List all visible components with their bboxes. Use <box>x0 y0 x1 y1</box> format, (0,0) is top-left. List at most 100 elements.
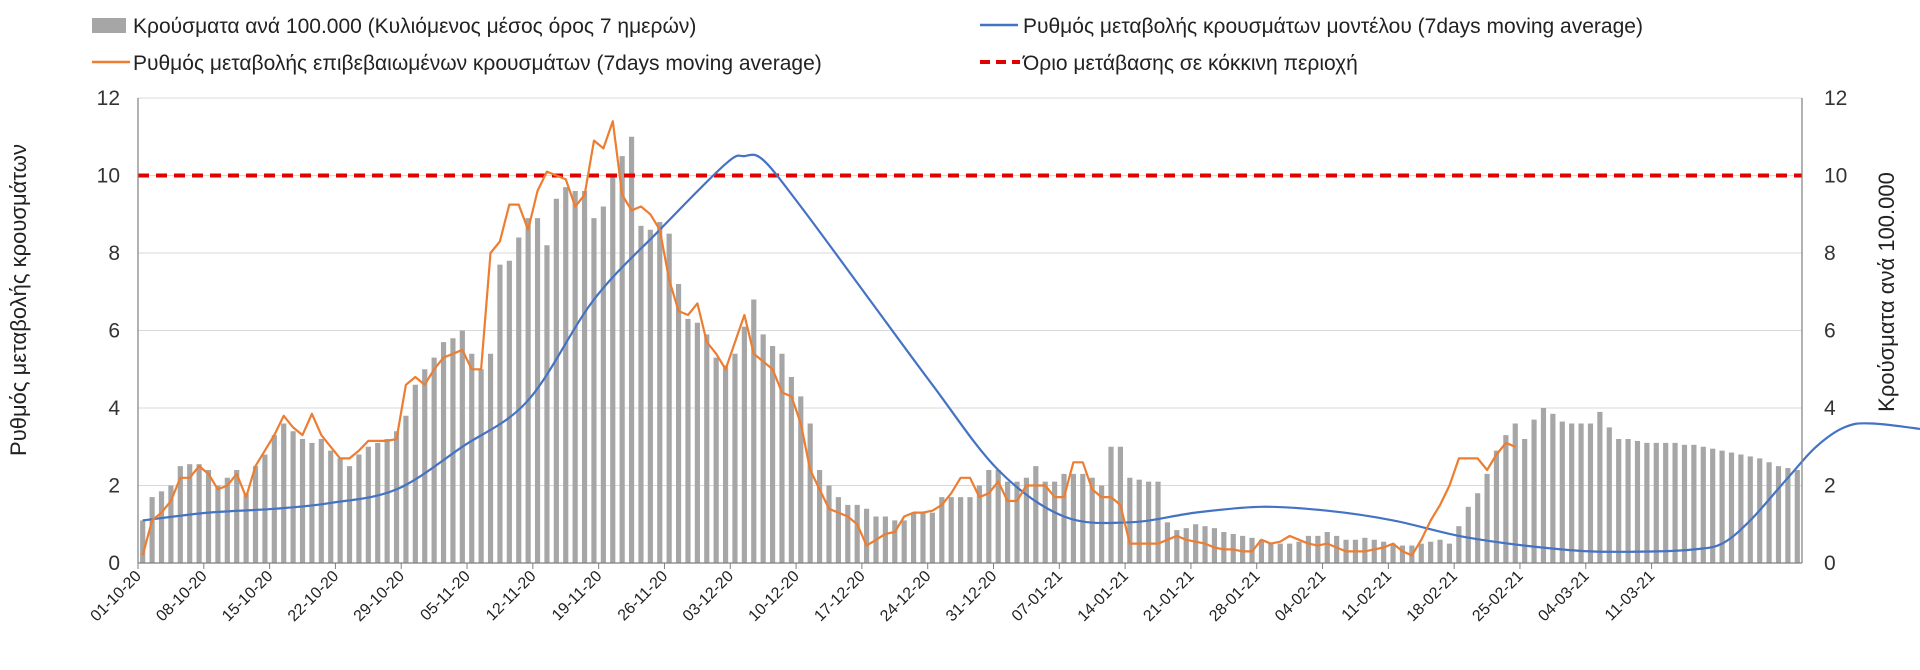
x-tick-label: 01-10-20 <box>88 568 145 625</box>
bar <box>826 485 832 563</box>
y-tick-label-right: 8 <box>1824 242 1836 265</box>
bar <box>751 299 757 563</box>
bar <box>1616 439 1622 563</box>
bar <box>920 512 926 563</box>
x-tick-label: 14-01-21 <box>1075 568 1132 625</box>
bar <box>1146 481 1152 563</box>
bar <box>516 237 522 563</box>
bar <box>1371 539 1377 563</box>
bar <box>1681 444 1688 563</box>
bar <box>1625 439 1631 563</box>
bar <box>440 342 447 563</box>
bar <box>1258 539 1265 563</box>
bar <box>675 284 682 563</box>
bar <box>713 357 719 563</box>
bar <box>854 504 860 563</box>
bar <box>1653 442 1659 563</box>
bar <box>1587 423 1594 563</box>
bar <box>1164 522 1171 563</box>
x-tick-label: 15-10-20 <box>219 568 276 625</box>
y-tick-label-right: 0 <box>1824 552 1836 575</box>
bar <box>168 485 174 563</box>
right-axis-title: Κρούσματα ανά 100.000 <box>1874 172 1899 412</box>
bar <box>290 431 296 563</box>
bar <box>422 369 428 563</box>
bar <box>140 520 146 563</box>
bar <box>1070 473 1076 563</box>
x-tick-label: 03-12-20 <box>680 568 737 625</box>
bar <box>478 369 484 563</box>
line-series <box>141 120 1920 557</box>
bar <box>929 512 935 563</box>
bar <box>1061 473 1067 563</box>
bar <box>647 229 653 563</box>
axes <box>137 98 1803 569</box>
bar <box>1315 535 1321 563</box>
bar <box>1127 477 1133 563</box>
x-tick-label: 10-12-20 <box>746 568 803 625</box>
bar <box>299 439 306 563</box>
bar <box>1785 468 1791 563</box>
bar <box>845 504 851 563</box>
bar <box>1540 408 1547 563</box>
bar <box>1080 473 1086 563</box>
bar <box>1324 532 1330 563</box>
bar <box>318 439 324 563</box>
bar <box>1108 446 1114 563</box>
bar-series <box>140 136 1800 563</box>
bar <box>149 497 155 563</box>
bar <box>600 206 606 563</box>
x-tick-label: 29-10-20 <box>351 568 408 625</box>
legend-model-label: Ρυθμός μεταβολής κρουσμάτων μοντέλου (7d… <box>1023 15 1643 38</box>
bar <box>1493 450 1500 563</box>
bar <box>1381 541 1387 563</box>
bar <box>995 470 1001 563</box>
bar <box>1456 526 1462 563</box>
bar <box>243 493 249 563</box>
bar <box>1747 456 1753 563</box>
bar <box>158 491 165 563</box>
bar <box>1014 481 1020 563</box>
bar <box>309 442 315 563</box>
bar <box>769 346 776 563</box>
bar <box>544 245 550 563</box>
legend-confirmed-label: Ρυθμός μεταβολής επιβεβαιωμένων κρουσμάτ… <box>133 52 822 75</box>
bar <box>525 218 531 563</box>
bar <box>1277 543 1283 563</box>
bar <box>1710 448 1716 563</box>
bar <box>901 520 907 563</box>
bar <box>1663 442 1669 563</box>
bar <box>1738 454 1744 563</box>
x-tick-label: 11-02-21 <box>1339 568 1396 625</box>
y-tick-label-right: 6 <box>1824 320 1836 343</box>
bar <box>1390 543 1396 563</box>
y-tick-label-left: 8 <box>108 242 120 265</box>
x-tick-label: 19-11-20 <box>549 568 606 625</box>
x-tick-label: 05-11-20 <box>417 568 474 625</box>
bar <box>798 396 804 563</box>
y-tick-label-left: 10 <box>97 165 120 188</box>
bar <box>581 191 588 563</box>
bar <box>1446 543 1453 563</box>
bar <box>1428 541 1434 563</box>
bar <box>403 415 409 563</box>
x-tick-label: 21-01-21 <box>1140 568 1197 625</box>
x-tick-label: 08-10-20 <box>153 568 210 625</box>
y-tick-label-right: 10 <box>1824 165 1847 188</box>
bar <box>1211 528 1218 563</box>
bar <box>1634 440 1641 563</box>
y-tick-label-right: 4 <box>1824 397 1836 420</box>
x-tick-label: 04-03-21 <box>1535 568 1592 625</box>
x-tick-label: 12-11-20 <box>483 568 540 625</box>
bar <box>1399 545 1406 563</box>
y-tick-label-left: 12 <box>97 87 120 110</box>
legend-bars-swatch <box>92 18 126 33</box>
bar <box>177 466 183 563</box>
x-tick-label: 24-12-20 <box>877 568 934 625</box>
bar <box>1606 427 1612 563</box>
bar <box>1484 473 1490 563</box>
bar <box>892 520 898 563</box>
bar <box>1550 413 1556 563</box>
